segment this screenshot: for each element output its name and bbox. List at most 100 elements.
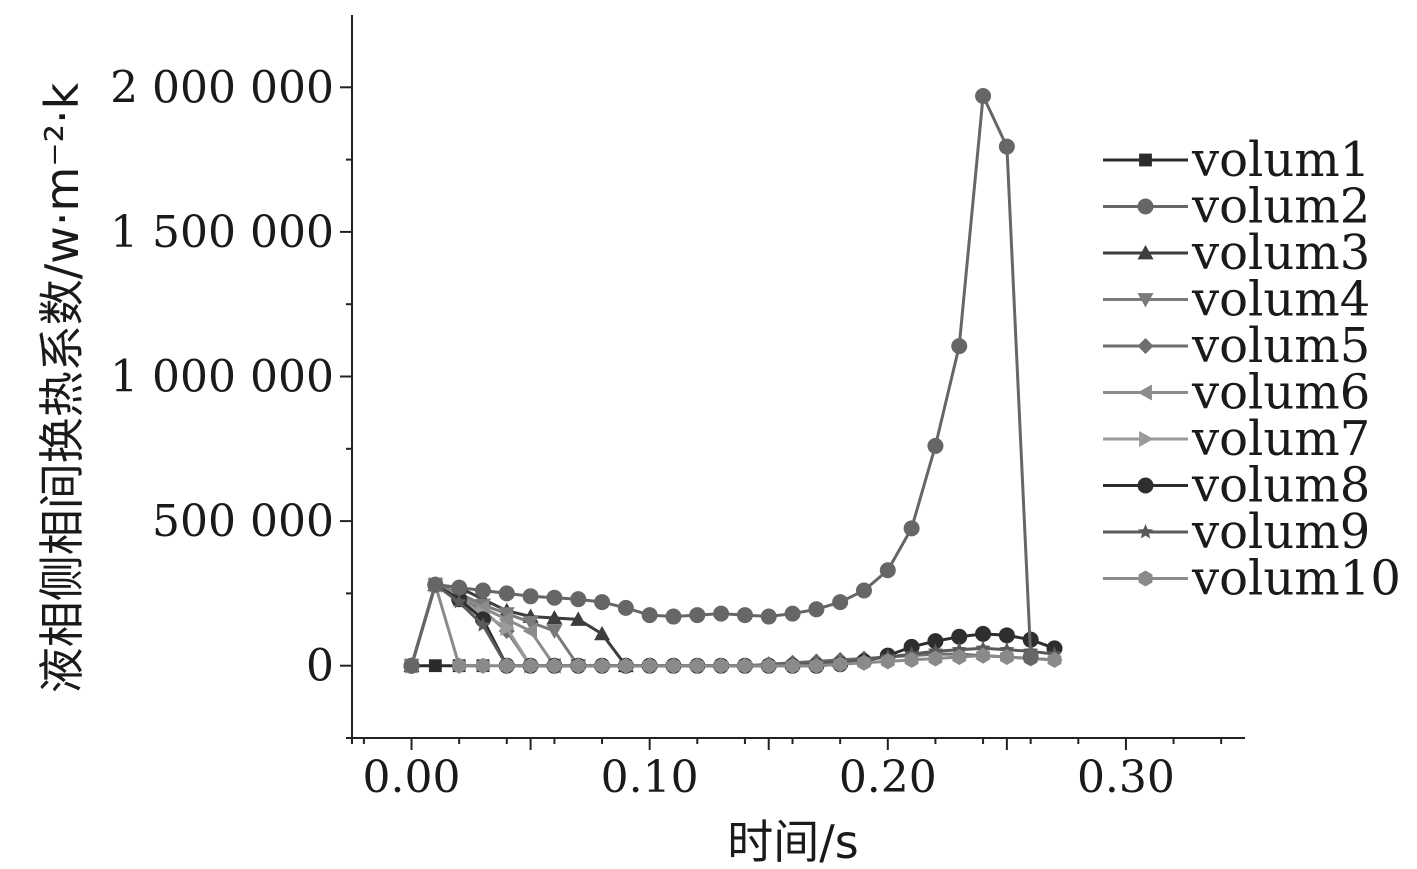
data-point — [498, 585, 515, 602]
data-point — [808, 601, 825, 618]
data-point — [451, 594, 467, 609]
legend-label: volum1 — [1191, 132, 1370, 188]
data-point — [714, 657, 729, 674]
legend-item: volum7 — [1103, 411, 1370, 467]
legend-label: volum10 — [1191, 551, 1401, 607]
legend-marker — [1138, 570, 1153, 587]
y-tick-label: 0 — [306, 641, 334, 692]
legend-marker — [1139, 153, 1152, 167]
legend-item: volum2 — [1103, 179, 1370, 235]
legend-item: volum6 — [1103, 365, 1370, 421]
series-line — [410, 579, 1055, 668]
legend-item: volum4 — [1103, 272, 1370, 328]
series-volum2 — [403, 87, 1039, 674]
data-point — [809, 657, 824, 674]
data-point — [428, 659, 442, 673]
data-point — [665, 608, 682, 625]
data-point — [570, 611, 587, 626]
legend-marker — [1137, 477, 1154, 494]
data-point — [737, 657, 752, 674]
data-point — [571, 657, 586, 674]
data-point — [903, 520, 920, 537]
legend-label: volum2 — [1191, 179, 1370, 235]
data-point — [855, 582, 872, 599]
data-point — [951, 628, 968, 645]
x-tick-label: 0.10 — [601, 752, 699, 803]
data-point — [928, 650, 943, 667]
data-point — [998, 627, 1015, 644]
data-point — [641, 607, 658, 624]
legend-label: volum9 — [1191, 504, 1370, 560]
y-tick-label: 2 000 000 — [110, 62, 334, 113]
y-tick-label: 1 000 000 — [110, 352, 334, 403]
data-point — [833, 656, 848, 673]
data-point — [474, 582, 491, 599]
data-point — [857, 654, 871, 671]
data-point — [976, 647, 990, 664]
data-point — [452, 657, 467, 674]
data-point — [475, 617, 491, 632]
legend-label: volum6 — [1191, 365, 1370, 421]
data-point — [547, 657, 562, 674]
data-point — [785, 657, 800, 674]
data-point — [975, 87, 992, 104]
data-point — [927, 633, 944, 650]
legend-item: volum8 — [1103, 458, 1370, 514]
x-tick-label: 0.30 — [1077, 752, 1175, 803]
data-point — [1022, 649, 1039, 666]
data-point — [880, 653, 895, 670]
data-point — [760, 608, 777, 625]
data-point — [476, 657, 490, 674]
data-point — [498, 607, 515, 622]
data-point — [736, 607, 753, 624]
data-point — [927, 437, 944, 454]
data-point — [403, 657, 420, 674]
data-point — [666, 657, 681, 674]
data-point — [642, 657, 657, 674]
y-axis-title: 液相侧相间换热系数/w·m⁻²·k — [35, 82, 89, 693]
data-point — [904, 651, 919, 668]
legend-marker — [1139, 431, 1154, 447]
data-point — [690, 657, 705, 674]
legend-marker — [1137, 198, 1154, 215]
data-point — [500, 620, 515, 637]
data-point — [832, 594, 849, 611]
legend-label: volum5 — [1191, 318, 1370, 374]
legend-marker — [1137, 384, 1152, 401]
legend-marker — [1137, 338, 1154, 354]
legend-label: volum3 — [1191, 225, 1370, 281]
legend-label: volum8 — [1191, 458, 1370, 514]
data-point — [594, 625, 611, 641]
data-point — [594, 594, 611, 611]
data-point — [713, 605, 730, 622]
data-point — [595, 657, 609, 674]
data-point — [975, 625, 992, 642]
data-point — [952, 649, 967, 666]
data-point — [570, 591, 587, 608]
legend-item: volum3 — [1103, 225, 1370, 281]
data-point — [522, 588, 539, 605]
data-point — [522, 615, 539, 631]
data-point — [689, 607, 706, 624]
x-axis-title: 时间/s — [727, 815, 858, 869]
legend-item: volum5 — [1103, 318, 1370, 374]
data-point — [498, 611, 514, 628]
data-point — [617, 599, 634, 616]
data-point — [999, 649, 1014, 666]
data-point — [451, 579, 468, 596]
data-point — [1047, 651, 1062, 668]
y-tick-label: 1 500 000 — [110, 207, 334, 258]
data-point — [523, 657, 538, 674]
data-point — [618, 657, 633, 674]
data-point — [546, 589, 563, 606]
legend-marker — [1137, 293, 1154, 308]
data-point — [761, 657, 776, 674]
legend-marker — [1137, 245, 1154, 260]
legend-label: volum4 — [1191, 272, 1370, 328]
data-point — [427, 576, 444, 593]
data-point — [499, 657, 514, 674]
legend-marker — [1137, 524, 1154, 539]
data-point — [522, 622, 537, 639]
